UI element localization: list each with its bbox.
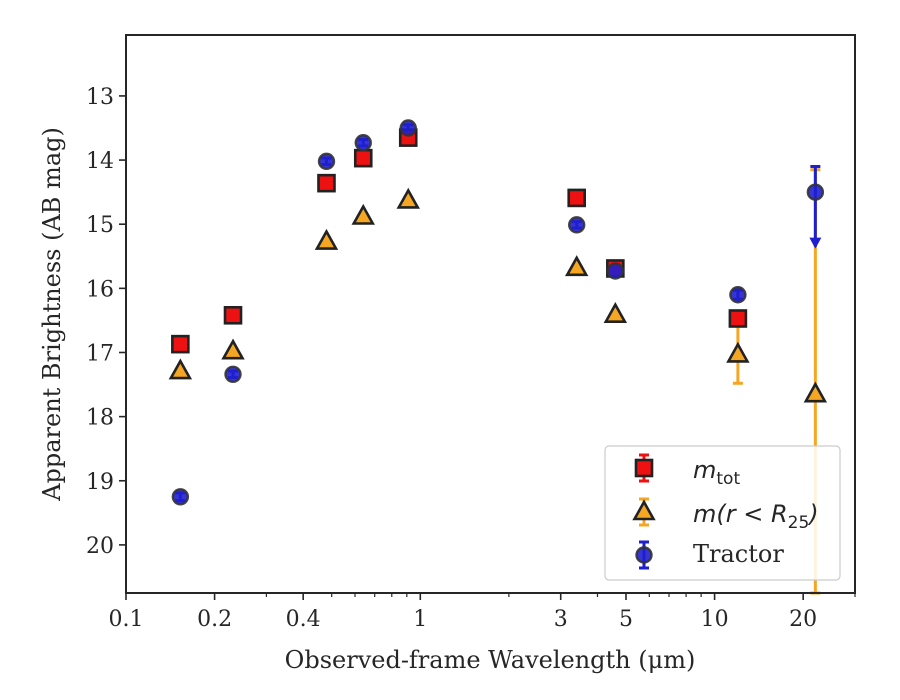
- data-point-triangle: [221, 338, 245, 360]
- legend-symbol: [635, 546, 653, 564]
- x-tick-label: 0.1: [109, 607, 144, 632]
- legend-marker-circle: [635, 540, 653, 570]
- data-point-square: [353, 148, 373, 168]
- legend: mtot m(r < R25) Tractor: [604, 445, 841, 581]
- data-point-circle: [729, 286, 747, 304]
- legend-label-tractor: Tractor: [693, 540, 784, 568]
- legend-mtot-main: m: [693, 456, 716, 484]
- x-tick-label: 3: [554, 607, 568, 632]
- data-point-circle: [806, 183, 825, 201]
- series-points-0: [171, 128, 748, 354]
- data-point-triangle: [803, 381, 828, 403]
- data-point-triangle: [726, 341, 750, 363]
- x-tick-label: 0.2: [197, 607, 232, 632]
- y-tick-label: 15: [86, 213, 114, 238]
- data-point-square: [728, 309, 748, 328]
- upper-limit-arrow: [809, 237, 822, 249]
- y-axis-ticks: 13 14 15 16 17 18 19 20: [86, 85, 126, 559]
- x-tick-label: 20: [789, 607, 817, 632]
- x-tick-label: 1: [413, 607, 427, 632]
- data-point-square: [171, 334, 190, 354]
- data-point-triangle: [314, 228, 339, 250]
- y-tick-label: 14: [86, 149, 114, 174]
- legend-symbol: [634, 458, 654, 478]
- y-tick-label: 20: [86, 534, 114, 559]
- data-point-triangle: [351, 203, 375, 225]
- x-tick-label: 10: [701, 607, 729, 632]
- data-point-circle: [354, 134, 372, 152]
- series-errorbars-2: [175, 123, 822, 503]
- plot-frame: [125, 34, 856, 594]
- data-point-circle: [224, 365, 242, 383]
- x-tick-label: 5: [619, 607, 633, 632]
- legend-mr25-sub: 25: [788, 513, 810, 533]
- x-axis-label: Observed-frame Wavelength (μm): [285, 646, 696, 674]
- series-points-1: [168, 187, 828, 403]
- data-point-triangle: [168, 358, 193, 380]
- y-tick-label: 18: [86, 406, 114, 431]
- data-point-triangle: [396, 187, 420, 209]
- data-point-square: [567, 188, 587, 208]
- data-point-square: [223, 305, 243, 325]
- data-point-circle: [171, 488, 190, 506]
- legend-label-mtot: mtot: [693, 456, 740, 489]
- data-point-circle: [568, 216, 586, 234]
- data-point-circle: [606, 262, 625, 280]
- legend-mtot-sub: tot: [716, 469, 740, 489]
- data-point-square: [317, 173, 336, 193]
- series-errorbars-0: [175, 133, 743, 349]
- data-point-circle: [399, 119, 417, 137]
- x-tick-label: 0.4: [286, 607, 321, 632]
- data-point-triangle: [564, 255, 589, 277]
- legend-mr25-end: ): [807, 500, 818, 528]
- legend-symbol: [632, 499, 656, 521]
- legend-marker-square: [634, 453, 654, 483]
- y-tick-label: 13: [86, 85, 114, 110]
- legend-markers: [632, 453, 656, 570]
- y-tick-label: 19: [86, 470, 114, 495]
- legend-label-mr25: m(r < R25): [693, 500, 819, 533]
- x-axis-ticks: 0.1 0.2 0.4 1 3 5 10 20: [109, 593, 856, 632]
- legend-box: [604, 445, 841, 581]
- legend-marker-triangle: [632, 497, 656, 527]
- legend-mr25-main: m(r < R: [693, 500, 788, 528]
- y-tick-label: 17: [86, 341, 114, 366]
- series-points-2: [171, 119, 825, 506]
- plot-marks: [168, 119, 828, 595]
- data-point-triangle: [603, 301, 628, 323]
- y-tick-label: 16: [86, 277, 114, 302]
- data-point-circle: [317, 152, 336, 171]
- y-axis-label: Apparent Brightness (AB mag): [38, 127, 66, 502]
